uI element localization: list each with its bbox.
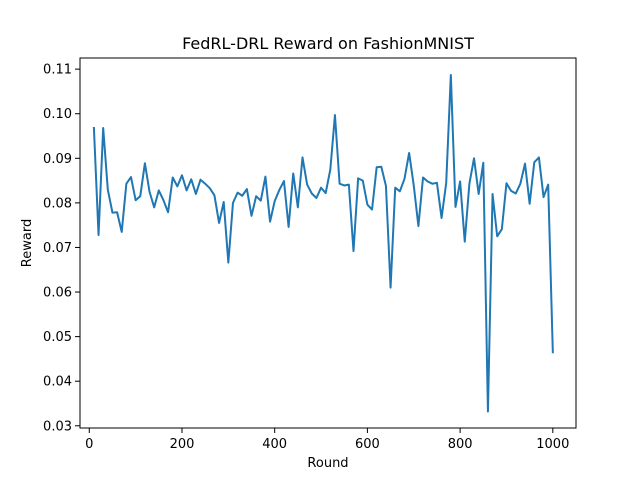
y-tick-label: 0.07 (43, 241, 72, 256)
y-axis-title: Reward (20, 219, 35, 267)
x-tick-label: 200 (170, 437, 195, 452)
x-tick-label: 400 (262, 437, 287, 452)
y-tick-label: 0.05 (43, 330, 72, 345)
plot-frame (79, 57, 577, 429)
x-tick-label: 1000 (536, 437, 569, 452)
y-tick-label: 0.09 (43, 152, 72, 167)
y-tick-label: 0.11 (43, 63, 72, 78)
y-tick-label: 0.04 (43, 375, 72, 390)
x-axis-title: Round (307, 456, 348, 471)
x-tick-label: 800 (448, 437, 473, 452)
chart-title: FedRL-DRL Reward on FashionMNIST (182, 34, 474, 53)
y-tick-label: 0.03 (43, 419, 72, 434)
plot-area (92, 73, 554, 413)
y-tick-label: 0.08 (43, 196, 72, 211)
series-line-0 (92, 73, 554, 413)
x-tick-label: 600 (355, 437, 380, 452)
x-axis: 0 200 400 600 800 1000 (85, 428, 569, 452)
y-axis: 0.03 0.04 0.05 0.06 0.07 0.08 0.09 0.10 0.11 (43, 63, 80, 434)
y-tick-label: 0.10 (43, 107, 72, 122)
y-tick-label: 0.06 (43, 286, 72, 301)
x-tick-label: 0 (85, 437, 93, 452)
